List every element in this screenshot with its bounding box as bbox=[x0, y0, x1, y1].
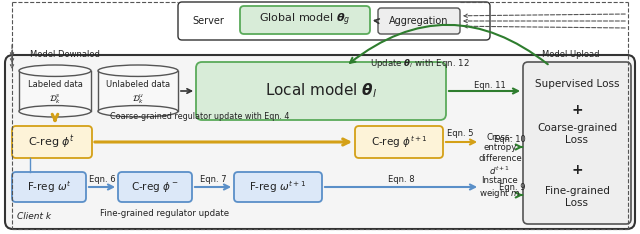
Text: Eqn. 5: Eqn. 5 bbox=[447, 129, 474, 139]
Text: Coarse-grained regulator update with Eqn. 4: Coarse-grained regulator update with Eqn… bbox=[110, 112, 290, 121]
Ellipse shape bbox=[19, 65, 91, 77]
Text: $\mathcal{D}_k^u$: $\mathcal{D}_k^u$ bbox=[132, 92, 144, 106]
Text: Eqn. 7: Eqn. 7 bbox=[200, 175, 227, 183]
Text: C-reg $\phi^{t+1}$: C-reg $\phi^{t+1}$ bbox=[371, 134, 428, 150]
Text: Eqn. 6: Eqn. 6 bbox=[89, 175, 115, 183]
Text: Update $\boldsymbol{\theta}_l$ with Eqn. 12: Update $\boldsymbol{\theta}_l$ with Eqn.… bbox=[370, 58, 470, 70]
FancyBboxPatch shape bbox=[12, 126, 92, 158]
Ellipse shape bbox=[98, 106, 178, 117]
FancyBboxPatch shape bbox=[378, 8, 460, 34]
Text: +: + bbox=[571, 163, 583, 177]
Text: Fine-grained regulator update: Fine-grained regulator update bbox=[100, 209, 230, 219]
FancyBboxPatch shape bbox=[240, 6, 370, 34]
Text: Eqn. 11: Eqn. 11 bbox=[474, 80, 506, 89]
Text: Model Downalod: Model Downalod bbox=[30, 50, 100, 59]
Text: Local model $\boldsymbol{\theta}_l$: Local model $\boldsymbol{\theta}_l$ bbox=[265, 82, 377, 100]
Text: F-reg $\omega^t$: F-reg $\omega^t$ bbox=[27, 179, 71, 195]
Ellipse shape bbox=[98, 65, 178, 77]
Text: Client k: Client k bbox=[17, 212, 51, 221]
FancyBboxPatch shape bbox=[355, 126, 443, 158]
FancyBboxPatch shape bbox=[178, 2, 490, 40]
Ellipse shape bbox=[19, 106, 91, 117]
Text: Model Upload: Model Upload bbox=[543, 50, 600, 59]
Text: Coarse-grained
Loss: Coarse-grained Loss bbox=[537, 123, 617, 145]
Text: Unlabeled data: Unlabeled data bbox=[106, 80, 170, 89]
Polygon shape bbox=[19, 71, 91, 111]
Text: Server: Server bbox=[192, 16, 224, 26]
Text: C-reg $\phi^-$: C-reg $\phi^-$ bbox=[131, 180, 179, 194]
Text: Global model $\boldsymbol{\theta}_g$: Global model $\boldsymbol{\theta}_g$ bbox=[259, 12, 351, 28]
Text: C-reg $\phi^t$: C-reg $\phi^t$ bbox=[28, 133, 76, 151]
FancyBboxPatch shape bbox=[12, 172, 86, 202]
FancyBboxPatch shape bbox=[234, 172, 322, 202]
Text: Cross-
entropy
difference
$d^{t+1}$: Cross- entropy difference $d^{t+1}$ bbox=[478, 133, 522, 177]
FancyBboxPatch shape bbox=[523, 62, 631, 224]
Text: Eqn. 9: Eqn. 9 bbox=[499, 183, 525, 193]
FancyBboxPatch shape bbox=[5, 55, 635, 229]
Text: Instance
weight $m$: Instance weight $m$ bbox=[479, 176, 521, 200]
Text: Labeled data: Labeled data bbox=[28, 80, 83, 89]
Text: Eqn. 10: Eqn. 10 bbox=[494, 135, 526, 145]
Text: Aggregation: Aggregation bbox=[389, 16, 449, 26]
Text: Supervised Loss: Supervised Loss bbox=[535, 79, 620, 89]
FancyBboxPatch shape bbox=[196, 62, 446, 120]
Polygon shape bbox=[98, 71, 178, 111]
Text: F-reg $\omega^{t+1}$: F-reg $\omega^{t+1}$ bbox=[250, 179, 307, 195]
Text: Eqn. 8: Eqn. 8 bbox=[388, 175, 414, 183]
Text: +: + bbox=[571, 103, 583, 117]
FancyBboxPatch shape bbox=[118, 172, 192, 202]
Text: $\mathcal{D}_k^s$: $\mathcal{D}_k^s$ bbox=[49, 92, 61, 106]
Text: Fine-grained
Loss: Fine-grained Loss bbox=[545, 186, 609, 208]
